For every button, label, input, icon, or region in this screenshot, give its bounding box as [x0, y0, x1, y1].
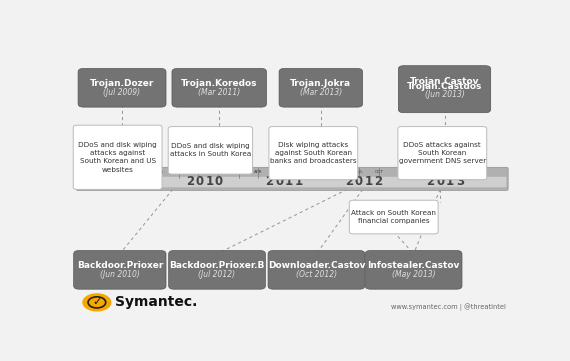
Text: DDoS and disk wiping
attacks in South Korea: DDoS and disk wiping attacks in South Ko…	[170, 143, 251, 157]
Text: (Jul 2009): (Jul 2009)	[104, 88, 141, 97]
FancyBboxPatch shape	[279, 69, 363, 107]
Text: Trojan.Dozer: Trojan.Dozer	[90, 79, 154, 88]
Text: 0: 0	[196, 175, 203, 188]
Text: JUL: JUL	[115, 170, 122, 174]
Text: APR: APR	[336, 170, 344, 174]
Text: JAN: JAN	[399, 170, 406, 174]
FancyBboxPatch shape	[168, 127, 253, 174]
Text: 2: 2	[186, 175, 194, 188]
Text: Symantec.: Symantec.	[115, 295, 198, 309]
Text: 0: 0	[215, 175, 223, 188]
Text: ✓: ✓	[92, 297, 101, 307]
Text: Backdoor.Prioxer: Backdoor.Prioxer	[76, 261, 163, 270]
Text: 0: 0	[355, 175, 363, 188]
Text: JUL: JUL	[274, 170, 281, 174]
FancyBboxPatch shape	[169, 251, 266, 289]
Text: 1: 1	[364, 175, 372, 188]
Text: DDoS attacks against
South Korean
government DNS server: DDoS attacks against South Korean govern…	[398, 142, 486, 164]
Text: Attack on South Korean
financial companies: Attack on South Korean financial compani…	[351, 210, 436, 224]
Text: OCT: OCT	[292, 170, 302, 174]
Text: 0: 0	[275, 175, 283, 188]
Text: APR: APR	[95, 170, 104, 174]
Text: 1: 1	[285, 175, 293, 188]
FancyBboxPatch shape	[73, 125, 162, 190]
FancyBboxPatch shape	[268, 251, 365, 289]
Text: www.symantec.com | @threatintel: www.symantec.com | @threatintel	[392, 304, 506, 311]
Text: 0: 0	[436, 175, 445, 188]
Text: (Jun 2010): (Jun 2010)	[100, 270, 140, 279]
FancyBboxPatch shape	[172, 69, 267, 107]
Text: Trojan.Castdos: Trojan.Castdos	[407, 82, 482, 91]
Text: 2: 2	[345, 175, 353, 188]
Text: 3: 3	[456, 175, 464, 188]
FancyBboxPatch shape	[398, 66, 491, 113]
Text: 1: 1	[205, 175, 213, 188]
FancyBboxPatch shape	[78, 177, 506, 187]
FancyBboxPatch shape	[398, 127, 487, 180]
Circle shape	[88, 297, 105, 308]
Text: APR: APR	[254, 170, 263, 174]
Text: APR: APR	[418, 170, 426, 174]
Text: Backdoor.Prioxer.B: Backdoor.Prioxer.B	[169, 261, 264, 270]
Text: 0: 0	[126, 175, 134, 188]
Text: 2: 2	[266, 175, 274, 188]
FancyBboxPatch shape	[74, 251, 166, 289]
Text: 0: 0	[116, 175, 124, 188]
Text: (Oct 2012): (Oct 2012)	[296, 270, 337, 279]
Text: OCT: OCT	[133, 170, 142, 174]
Text: JUL: JUL	[438, 170, 445, 174]
Text: (Mar 2013): (Mar 2013)	[300, 88, 342, 97]
Text: (Jul 2012): (Jul 2012)	[198, 270, 235, 279]
Text: OCT: OCT	[456, 170, 465, 174]
Text: Disk wiping attacks
against South Korean
banks and broadcasters: Disk wiping attacks against South Korean…	[270, 142, 357, 164]
Text: (Jun 2013): (Jun 2013)	[425, 90, 465, 99]
FancyBboxPatch shape	[78, 69, 166, 107]
FancyBboxPatch shape	[76, 167, 508, 190]
Text: 9: 9	[136, 175, 144, 188]
Text: Trojan.Jokra: Trojan.Jokra	[290, 79, 351, 88]
FancyBboxPatch shape	[365, 251, 462, 289]
FancyBboxPatch shape	[349, 200, 438, 234]
Text: Downloader.Castov: Downloader.Castov	[268, 261, 365, 270]
Text: DDoS and disk wiping
attacks against
South Korean and US
websites: DDoS and disk wiping attacks against Sou…	[78, 142, 157, 173]
Text: APR: APR	[174, 170, 183, 174]
Text: (May 2013): (May 2013)	[392, 270, 435, 279]
Text: JAN: JAN	[76, 170, 84, 174]
Text: Infostealer.Castov: Infostealer.Castov	[368, 261, 460, 270]
Text: JUL: JUL	[195, 170, 202, 174]
Text: 2: 2	[426, 175, 435, 188]
Text: JAN: JAN	[156, 170, 163, 174]
Circle shape	[82, 293, 112, 312]
Text: Trojan.Koredos: Trojan.Koredos	[181, 79, 258, 88]
FancyBboxPatch shape	[269, 127, 358, 180]
Text: Trojan.Castov: Trojan.Castov	[410, 77, 479, 86]
Text: JAN: JAN	[235, 170, 243, 174]
Text: 2: 2	[107, 175, 115, 188]
Text: JAN: JAN	[317, 170, 324, 174]
Text: JUL: JUL	[356, 170, 363, 174]
Text: 1: 1	[295, 175, 303, 188]
Text: OCT: OCT	[213, 170, 222, 174]
Text: 1: 1	[446, 175, 454, 188]
Text: 2: 2	[374, 175, 382, 188]
Text: OCT: OCT	[374, 170, 383, 174]
Text: (Mar 2011): (Mar 2011)	[198, 88, 241, 97]
